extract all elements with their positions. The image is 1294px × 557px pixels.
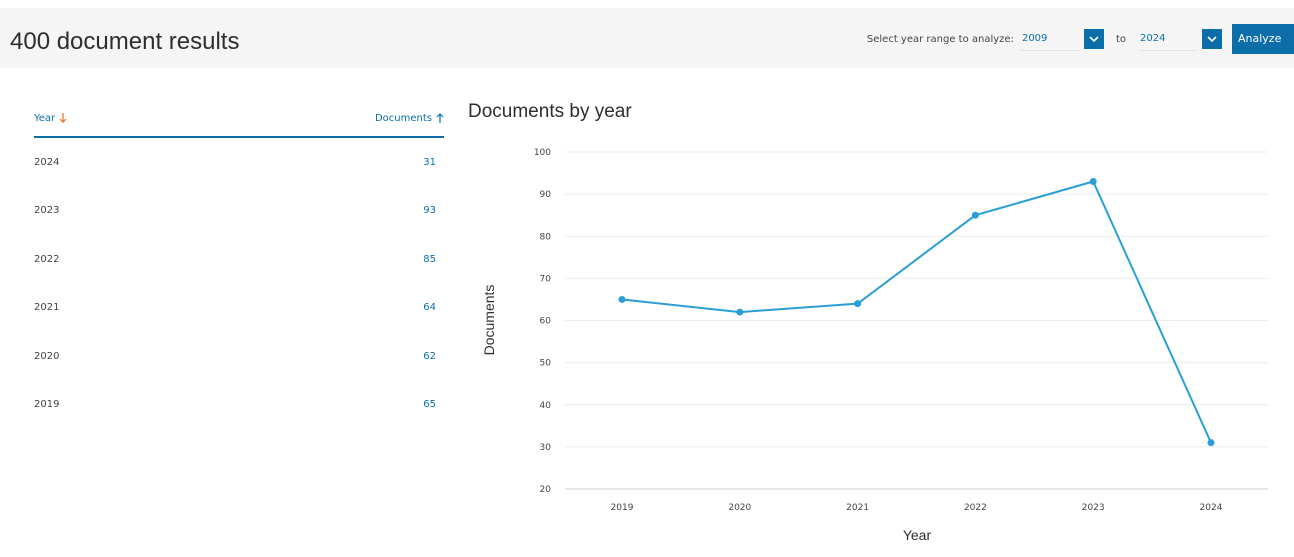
sort-documents-header[interactable]: Documents: [375, 113, 444, 124]
to-year-value[interactable]: 2024: [1138, 28, 1198, 51]
row-documents-link[interactable]: 93: [423, 205, 436, 217]
x-tick-label: 2020: [728, 503, 751, 513]
y-axis-label: Documents: [481, 285, 497, 356]
documents-by-year-table: Year Documents 2024 31 2023 93 2022 85 2…: [34, 100, 444, 429]
y-tick-label: 20: [540, 485, 552, 495]
row-documents-link[interactable]: 65: [423, 399, 436, 411]
table-row: 2019 65: [34, 381, 444, 430]
row-documents-link[interactable]: 85: [423, 253, 436, 265]
row-documents-link[interactable]: 31: [423, 156, 436, 168]
row-documents-link[interactable]: 62: [423, 350, 436, 362]
row-year: 2023: [34, 205, 60, 217]
table-row: 2023 93: [34, 187, 444, 236]
to-year-dropdown-button[interactable]: [1202, 29, 1222, 49]
analyze-button[interactable]: Analyze: [1232, 24, 1294, 54]
table-header: Year Documents: [34, 100, 444, 138]
y-tick-label: 50: [540, 359, 552, 369]
arrow-up-icon: [436, 113, 444, 123]
y-tick-label: 70: [540, 274, 552, 284]
y-axis-ticks: 20 30 40 50 60 70 80 90 100: [534, 148, 551, 495]
x-tick-label: 2022: [964, 503, 987, 513]
y-tick-label: 60: [540, 317, 552, 327]
documents-column-label: Documents: [374, 112, 432, 124]
to-label: to: [1115, 33, 1126, 45]
y-tick-label: 90: [540, 190, 552, 200]
year-column-label: Year: [34, 112, 56, 124]
chevron-down-icon: [1207, 35, 1217, 42]
sort-year-header[interactable]: Year: [34, 113, 67, 124]
x-tick-label: 2019: [611, 503, 634, 513]
row-year: 2022: [34, 253, 60, 265]
year-range-label: Select year range to analyze:: [866, 33, 1014, 45]
table-row: 2022 85: [34, 235, 444, 284]
x-tick-label: 2023: [1082, 503, 1105, 513]
table-row: 2024 31: [34, 138, 444, 187]
data-point[interactable]: [618, 295, 626, 303]
table-row: 2021 64: [34, 284, 444, 333]
row-year: 2024: [34, 156, 60, 168]
row-year: 2020: [34, 350, 60, 362]
data-point[interactable]: [971, 211, 979, 219]
results-header: 400 document results Select year range t…: [0, 8, 1294, 68]
x-tick-label: 2024: [1200, 503, 1223, 513]
arrow-down-icon: [59, 113, 67, 123]
x-tick-label: 2021: [846, 503, 869, 513]
to-year-select[interactable]: 2024: [1138, 26, 1222, 52]
row-year: 2021: [34, 302, 60, 314]
data-point[interactable]: [736, 308, 744, 316]
row-year: 2019: [34, 399, 60, 411]
chart-title: Documents by year: [468, 101, 632, 122]
y-tick-label: 40: [540, 401, 552, 411]
documents-series: [618, 177, 1215, 447]
from-year-dropdown-button[interactable]: [1083, 29, 1104, 49]
x-axis-ticks: 2019 2020 2021 2022 2023 2024: [611, 503, 1223, 513]
year-range-selector: Select year range to analyze: 2009 to 20…: [867, 24, 1294, 54]
y-tick-label: 80: [540, 232, 552, 242]
x-axis-label: Year: [903, 527, 932, 543]
from-year-select[interactable]: 2009: [1019, 26, 1104, 52]
table-row: 2020 62: [34, 332, 444, 381]
data-point[interactable]: [854, 300, 862, 308]
row-documents-link[interactable]: 64: [423, 302, 436, 314]
data-point[interactable]: [1089, 177, 1097, 185]
data-point[interactable]: [1207, 439, 1215, 447]
chevron-down-icon: [1089, 35, 1099, 42]
chart-gridlines: [565, 151, 1268, 490]
y-tick-label: 30: [540, 443, 552, 453]
series-line: [621, 180, 1212, 444]
results-title: 400 document results: [10, 28, 240, 55]
y-tick-label: 100: [534, 148, 551, 158]
from-year-value[interactable]: 2009: [1019, 28, 1080, 51]
